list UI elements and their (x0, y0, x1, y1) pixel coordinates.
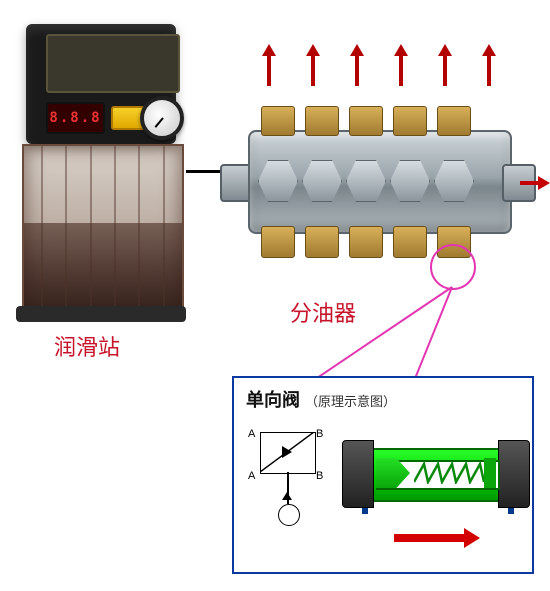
diagram-stage: 8.8.8 润滑站 分油器 (0, 0, 550, 591)
inset-flow-arrow (394, 528, 480, 548)
lube-led-display: 8.8.8 (46, 102, 105, 134)
inset-title-main: 单向阀 (246, 390, 300, 410)
distributor-outlet-4 (390, 106, 428, 258)
inset-title: 单向阀 （原理示意图） (246, 386, 396, 412)
oil-distributor (238, 86, 518, 276)
symbol-port-B-bot: B (316, 470, 323, 482)
label-distributor: 分油器 (290, 296, 356, 328)
symbol-flow-arrow (282, 446, 292, 458)
arrow-up-5 (438, 44, 452, 86)
arrow-up-1 (262, 44, 276, 86)
lube-base (16, 306, 186, 322)
label-lubrication-station: 润滑站 (54, 330, 120, 362)
distributor-outlet-5 (434, 106, 472, 258)
tank-ribs (24, 146, 182, 316)
lube-oil-tank (22, 144, 184, 318)
distributor-outlet-1 (258, 106, 296, 258)
symbol-port-B-top: B (316, 428, 323, 440)
arrow-up-4 (394, 44, 408, 86)
valve-hex-left (342, 440, 374, 508)
valve-spring (414, 462, 484, 484)
check-valve-cutaway (352, 434, 520, 512)
valve-spring-stop (484, 458, 496, 488)
arrow-up-3 (350, 44, 364, 86)
distributor-outlet-2 (302, 106, 340, 258)
lube-display-value: 8.8.8 (49, 110, 101, 126)
lube-nameplate (46, 34, 180, 93)
inset-title-sub: （原理示意图） (305, 394, 396, 409)
symbol-stem-arrow (282, 492, 292, 500)
arrow-outlet (520, 176, 548, 190)
check-valve-inset: 单向阀 （原理示意图） B A A B (232, 376, 534, 574)
arrow-up-6 (482, 44, 496, 86)
check-valve-symbol: B A A B (252, 432, 336, 532)
symbol-source-circle (278, 504, 300, 526)
callout-circle (430, 244, 476, 290)
arrow-up-2 (306, 44, 320, 86)
lubrication-station: 8.8.8 (16, 24, 186, 314)
symbol-port-A-bot: A (248, 470, 255, 482)
lube-controller-head: 8.8.8 (26, 24, 176, 144)
distributor-outlet-3 (346, 106, 384, 258)
lube-pressure-gauge (140, 96, 184, 140)
symbol-port-A-top: A (248, 428, 255, 440)
valve-hex-right (498, 440, 530, 508)
